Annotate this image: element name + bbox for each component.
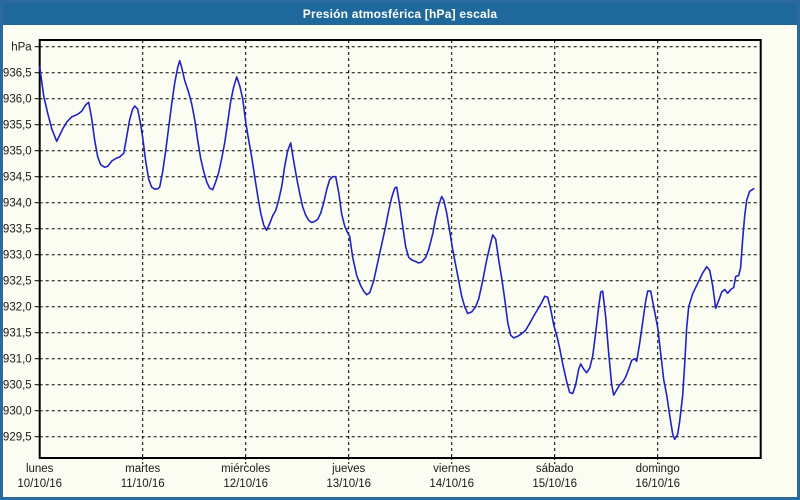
chart-title: Presión atmosférica [hPa] escala (3, 3, 797, 25)
plot-frame (38, 39, 762, 459)
y-tick-label: 930,5 (3, 380, 32, 392)
day-date-label: 10/10/16 (17, 478, 62, 490)
y-tick-label: 936,0 (3, 94, 32, 106)
y-tick-label: 935,5 (3, 120, 32, 132)
y-tick-label: 931,5 (3, 328, 32, 340)
pressure-line-chart: hPa 936,5 936,0 935,5 935,0 934,5 934,0 933,5 93… (3, 39, 762, 490)
y-tick-label: 936,5 (3, 68, 32, 80)
day-name-label: lunes (26, 463, 54, 475)
day-date-label: 12/10/16 (223, 478, 268, 490)
y-tick-label: 932,5 (3, 276, 32, 288)
day-name-label: domingo (636, 463, 680, 475)
day-name-label: miércoles (221, 463, 270, 475)
chart-area: hPa 936,5 936,0 935,5 935,0 934,5 934,0 933,5 93… (3, 25, 797, 497)
y-tick-label: 933,0 (3, 250, 32, 262)
day-date-label: 14/10/16 (429, 478, 474, 490)
day-name-label: viernes (433, 463, 470, 475)
y-axis-unit-label: hPa (11, 42, 32, 54)
y-tick-label: 934,5 (3, 172, 32, 184)
day-name-label: sábado (536, 463, 574, 475)
day-name-label: jueves (331, 463, 365, 475)
y-tick-label: 935,0 (3, 146, 32, 158)
y-tick-label: 934,0 (3, 198, 32, 210)
y-tick-label: 933,5 (3, 224, 32, 236)
y-tick-label: 930,0 (3, 406, 32, 418)
day-date-label: 11/10/16 (121, 478, 165, 490)
day-date-label: 15/10/16 (532, 478, 577, 490)
y-tick-label: 932,0 (3, 302, 32, 314)
day-name-label: martes (125, 463, 160, 475)
y-tick-label: 929,5 (3, 432, 32, 444)
y-tick-label: 931,0 (3, 354, 32, 366)
day-date-label: 16/10/16 (635, 478, 680, 490)
day-date-label: 13/10/16 (326, 478, 371, 490)
pressure-series-line (38, 59, 755, 441)
